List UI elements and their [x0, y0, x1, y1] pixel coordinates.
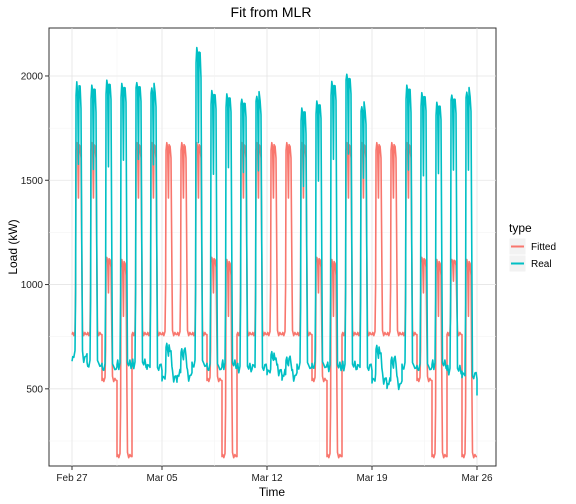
x-tick-label: Mar 12 — [251, 473, 283, 484]
legend-label: Real — [531, 259, 552, 270]
legend: type Fitted Real — [508, 221, 556, 273]
x-tick-label: Mar 26 — [461, 473, 493, 484]
legend-items: Fitted Real — [508, 237, 556, 273]
legend-label: Fitted — [531, 242, 556, 253]
x-axis: Feb 27 Mar 05 Mar 12 Mar 19 Mar 26 — [56, 466, 493, 484]
series-layer — [71, 46, 478, 459]
x-tick-label: Feb 27 — [56, 473, 88, 484]
y-axis-title: Load (kW) — [6, 219, 20, 274]
legend-item-fitted: Fitted — [508, 237, 556, 256]
y-tick-label: 1000 — [21, 280, 44, 291]
legend-title: type — [509, 221, 532, 235]
y-axis: 500 1000 1500 2000 — [21, 71, 49, 395]
x-tick-label: Mar 05 — [146, 473, 178, 484]
series-line-real — [71, 46, 478, 396]
x-axis-title: Time — [259, 485, 286, 499]
y-tick-label: 2000 — [21, 71, 44, 82]
plot-panel-border — [48, 27, 497, 467]
y-tick-label: 1500 — [21, 176, 44, 187]
x-tick-label: Mar 19 — [356, 473, 388, 484]
plot-panel — [48, 27, 497, 467]
legend-item-real: Real — [508, 254, 552, 273]
chart-title: Fit from MLR — [231, 4, 312, 20]
y-tick-label: 500 — [26, 384, 43, 395]
series-line-fitted — [71, 141, 477, 459]
